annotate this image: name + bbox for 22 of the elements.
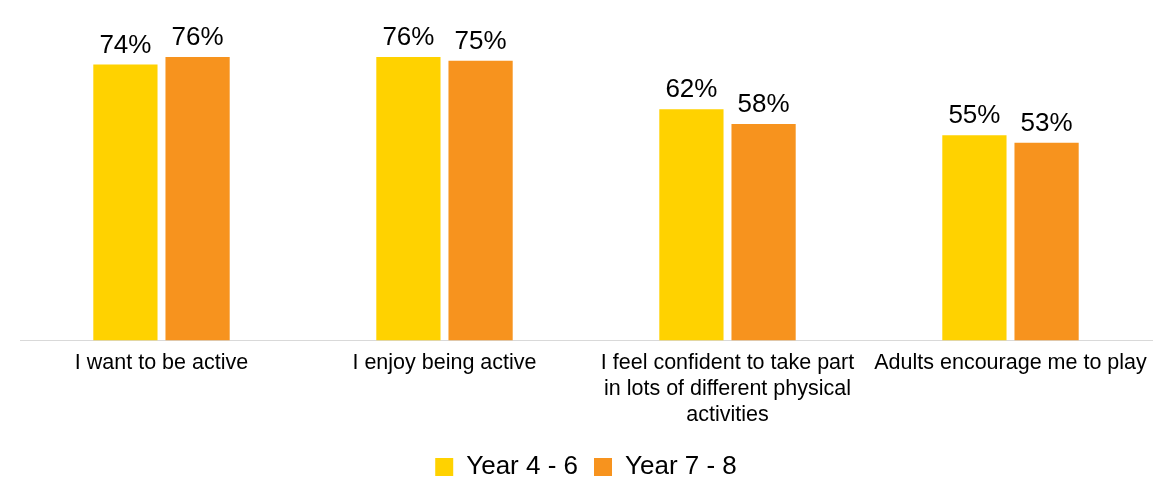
bar bbox=[942, 135, 1007, 341]
x-tick-label: I feel confident to take part in lots of different physical activities bbox=[600, 350, 855, 427]
bar bbox=[1014, 142, 1079, 341]
legend-label: Year 4 - 6 bbox=[466, 450, 579, 481]
data-label: 74% bbox=[99, 28, 152, 59]
bar bbox=[165, 56, 230, 341]
x-tick-label: I want to be active bbox=[74, 350, 249, 375]
data-label: 58% bbox=[737, 88, 790, 119]
data-label: 53% bbox=[1020, 106, 1073, 137]
x-tick-label: I enjoy being active bbox=[352, 350, 537, 375]
x-tick-label: Adults encourage me to play bbox=[874, 350, 1147, 375]
data-label: 75% bbox=[454, 24, 507, 55]
bar bbox=[93, 64, 158, 341]
bar bbox=[448, 60, 513, 341]
data-label: 76% bbox=[382, 21, 435, 52]
data-label: 55% bbox=[948, 99, 1001, 130]
bar bbox=[659, 109, 724, 341]
data-label: 76% bbox=[171, 21, 224, 52]
data-label: 62% bbox=[665, 73, 718, 104]
legend-label: Year 7 - 8 bbox=[625, 450, 737, 481]
bar bbox=[731, 124, 796, 341]
bar bbox=[376, 56, 441, 341]
